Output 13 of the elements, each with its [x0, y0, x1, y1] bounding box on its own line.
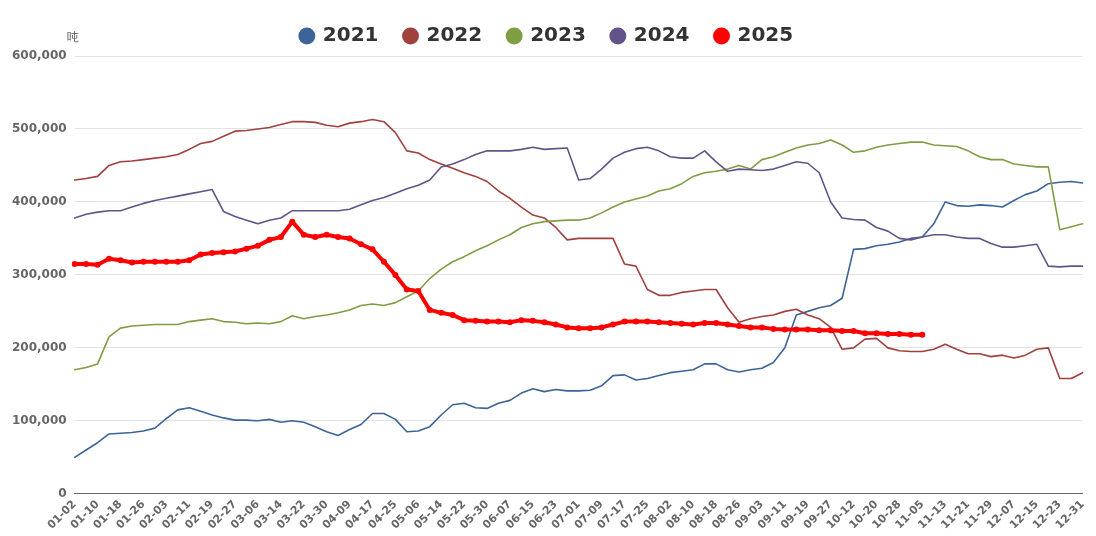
y-tick-label: 400,000 — [12, 194, 67, 209]
legend-label: 2023 — [530, 22, 586, 47]
legend-label: 2022 — [426, 22, 483, 47]
legend-label: 2025 — [737, 22, 794, 47]
y-tick-label: 0 — [58, 485, 67, 500]
y-axis-title: 吨 — [66, 30, 79, 45]
y-tick-label: 300,000 — [12, 267, 67, 282]
y-tick-label: 200,000 — [12, 339, 67, 354]
legend-label: 2021 — [322, 22, 379, 47]
y-tick-label: 600,000 — [12, 48, 67, 63]
y-tick-label: 500,000 — [12, 121, 67, 136]
y-tick-label: 100,000 — [12, 412, 67, 427]
legend-label: 2024 — [633, 22, 690, 47]
